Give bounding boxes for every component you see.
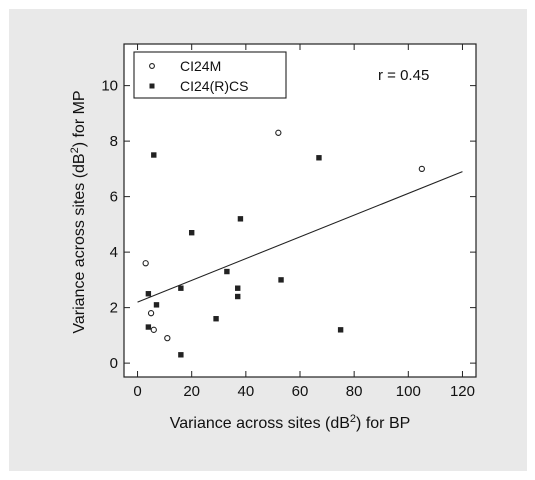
point-ci24rcs: [235, 285, 241, 291]
point-ci24rcs: [235, 293, 241, 300]
point-ci24rcs: [278, 277, 284, 283]
x-tick-label: 120: [450, 383, 475, 400]
legend-label-ci24rcs: CI24(R)CS: [180, 78, 248, 94]
point-ci24rcs: [145, 324, 152, 330]
x-tick-label: 80: [346, 383, 363, 400]
x-tick-label: 20: [183, 383, 200, 400]
point-ci24rcs: [151, 152, 157, 158]
data-points: [142, 129, 425, 358]
legend-marker-ci24m: [149, 63, 155, 69]
regression-line: [137, 171, 463, 303]
y-tick-label: 10: [101, 78, 118, 95]
y-tick-label: 8: [110, 133, 118, 150]
point-ci24rcs: [224, 268, 230, 275]
axis-ticks: 0 20 40 60 80 100 120 0 2 4 6 8 10: [101, 44, 476, 400]
y-tick-label: 6: [110, 189, 118, 206]
point-ci24m: [142, 260, 149, 267]
plot-area: [123, 43, 477, 378]
point-ci24m: [275, 129, 282, 136]
point-ci24m: [418, 165, 425, 173]
point-ci24rcs: [188, 230, 195, 236]
legend-box: [133, 51, 287, 99]
x-tick-label: 0: [133, 383, 141, 400]
point-ci24rcs: [178, 352, 184, 358]
legend: CI24M CI24(R)CS: [133, 51, 287, 99]
x-tick-label: 40: [238, 383, 255, 400]
y-tick-label: 4: [110, 244, 118, 261]
correlation-annotation: r = 0.45: [378, 67, 429, 84]
y-axis-title: Variance across sites (dB2) for MP: [69, 90, 88, 333]
legend-marker-ci24rcs: [149, 83, 155, 89]
point-ci24m: [150, 326, 157, 333]
y-tick-label: 0: [110, 355, 118, 372]
point-ci24rcs: [337, 327, 344, 333]
x-tick-label: 100: [396, 383, 421, 400]
x-tick-label: 60: [292, 383, 309, 400]
point-ci24rcs: [316, 155, 322, 161]
point-ci24m: [164, 334, 171, 342]
point-ci24rcs: [145, 291, 152, 297]
point-ci24rcs: [213, 316, 219, 322]
point-ci24rcs: [153, 302, 160, 308]
point-ci24rcs: [178, 285, 184, 291]
point-ci24rcs: [237, 216, 244, 222]
y-tick-label: 2: [110, 300, 118, 317]
regression-line-path: [137, 171, 463, 303]
legend-label-ci24m: CI24M: [180, 58, 221, 74]
x-axis-title: Variance across sites (dB2) for BP: [170, 413, 411, 432]
point-ci24m: [147, 310, 155, 317]
